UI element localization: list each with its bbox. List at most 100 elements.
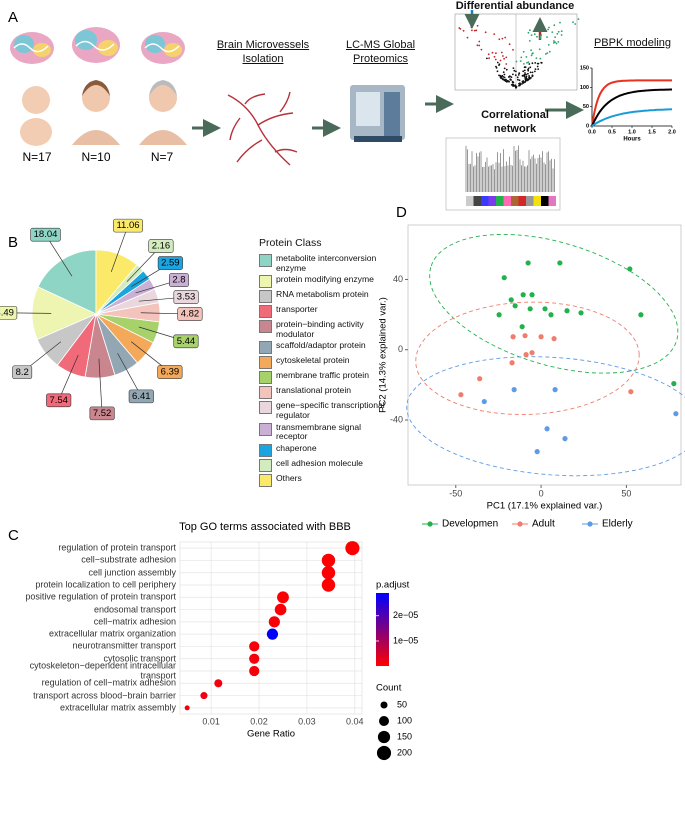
x-tick-label: 1.5 (648, 129, 656, 135)
value-label-box (157, 256, 183, 270)
legend-label: metabolite interconversion enzyme (276, 253, 377, 273)
point (509, 360, 515, 366)
legend-label: cell adhesion molecule (276, 457, 363, 468)
size-key (377, 730, 391, 744)
value-label: 2.59 (161, 258, 180, 269)
value-label-box (173, 290, 199, 304)
volcano-dot (525, 56, 528, 58)
volcano-dot (539, 57, 542, 60)
y-tick-label: regulation of protein transport (58, 542, 176, 553)
y-tick-label: protein localization to cell periphery (35, 579, 176, 590)
volcano-dot (520, 56, 523, 59)
volcano-dot (560, 34, 563, 36)
volcano-dot (536, 35, 538, 38)
axis (591, 68, 672, 127)
legend-item: metabolite interconversion enzyme (259, 253, 387, 273)
point (496, 312, 502, 318)
volcano-dot (466, 36, 469, 39)
legend-swatch (259, 275, 272, 289)
dot (249, 653, 260, 664)
volcano-dot (528, 77, 531, 80)
dot (266, 628, 279, 640)
volcano-dot (521, 75, 524, 77)
volcano-dot (529, 66, 532, 69)
volcano-dot (495, 67, 498, 69)
point (534, 449, 540, 455)
volcano-dot (535, 57, 538, 59)
legend-label: transporter (276, 304, 318, 315)
legend-swatch (259, 371, 272, 385)
module-color (473, 196, 481, 206)
microvessels-icon (227, 91, 298, 166)
volcano-dot (508, 75, 511, 78)
volcano-dot (522, 50, 525, 53)
confidence-ellipse (406, 356, 685, 477)
legend-title: p.adjust (376, 580, 410, 591)
colorbar-label: 1e−05 (393, 635, 418, 645)
volcano-dot (503, 79, 506, 82)
legend-label: transmembrane signal receptor (276, 421, 362, 442)
x-tick-label: 0.03 (298, 716, 316, 726)
y-tick-label: 40 (393, 274, 403, 284)
volcano-dot (531, 71, 534, 74)
panel-label: C (8, 527, 19, 544)
volcano-dot (503, 76, 506, 79)
legend-label: Developmen (442, 519, 498, 530)
x-tick-label: 0.0 (588, 129, 596, 135)
volcano-dot (536, 62, 539, 65)
step-label: PBPK modeling (593, 37, 672, 49)
volcano-dot (546, 52, 549, 54)
volcano-dot (525, 73, 527, 76)
volcano-dot (484, 31, 487, 34)
legend-swatch (259, 473, 272, 487)
leader-line (117, 353, 142, 397)
point (562, 436, 568, 442)
leader-line (45, 234, 73, 277)
x-axis-label: Hours (623, 137, 641, 143)
y-tick-label: extracellular matrix assembly (59, 702, 176, 713)
volcano-dot (534, 68, 537, 70)
dot (214, 679, 223, 688)
volcano-dot (528, 63, 531, 65)
volcano-dot (534, 62, 537, 64)
y-tick-label: 100 (580, 85, 589, 91)
y-tick-label: extracellular matrix organization (48, 628, 176, 639)
volcano-dot (546, 36, 548, 38)
value-label: 18.04 (34, 229, 58, 240)
volcano-dot (501, 78, 504, 80)
legend-label: Others (276, 472, 302, 483)
volcano-dot (493, 33, 496, 35)
volcano-dot (506, 81, 508, 83)
volcano-dot (511, 80, 514, 83)
volcano-dot (538, 48, 541, 51)
volcano-dot (519, 60, 522, 62)
value-label-box (148, 239, 174, 253)
panel-label: B (8, 234, 18, 251)
volcano-dot (517, 74, 520, 76)
volcano-dot (491, 51, 494, 54)
legend-item: cell adhesion molecule (259, 457, 387, 472)
volcano-dot (548, 50, 551, 53)
point (510, 334, 516, 340)
chart-title: Top GO terms associated with BBB (179, 521, 351, 533)
volcano-dot (553, 42, 555, 44)
volcano-dot (494, 58, 497, 61)
dot (345, 541, 360, 556)
point (458, 392, 464, 398)
point (520, 292, 526, 298)
volcano-dot (503, 67, 506, 70)
legend-label: protein−binding activity modulator (276, 319, 364, 339)
legend-label: scaffold/adaptor protein (276, 340, 366, 351)
legend-item: Others (259, 472, 387, 487)
elderly-icon (139, 80, 187, 145)
brain-icon (72, 27, 120, 63)
x-tick-label: 0.02 (250, 716, 268, 726)
value-label-box (12, 365, 33, 380)
legend: metabolite interconversion enzyme protein… (259, 253, 387, 489)
value-label: 11.06 (116, 220, 139, 231)
leader-line (110, 225, 129, 272)
volcano-dot (499, 59, 502, 62)
volcano-plot-icon (454, 10, 580, 91)
x-tick-label: 2.0 (668, 129, 676, 135)
